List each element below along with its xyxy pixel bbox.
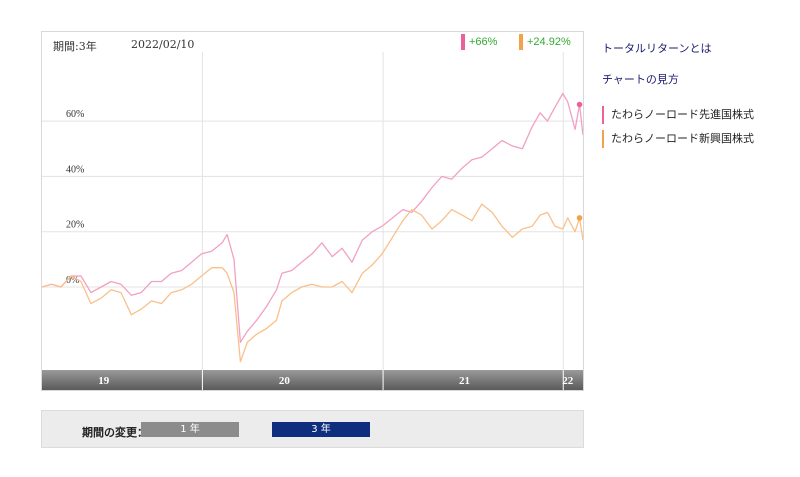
- legend-label: たわらノーロード新興国株式: [611, 132, 754, 145]
- period-3y-button[interactable]: 3 年: [272, 422, 370, 437]
- legend-item-emerging: たわらノーロード新興国株式: [602, 130, 792, 148]
- series-line: [42, 92, 583, 343]
- chart-period-label: 期間:3年: [53, 40, 97, 53]
- return-color-bar: [461, 34, 465, 50]
- x-tick-label: 19: [98, 375, 110, 387]
- x-axis-bar: [42, 370, 583, 390]
- y-tick-label: 0%: [66, 275, 79, 286]
- return-value: +66%: [469, 36, 498, 48]
- y-tick-label: 20%: [66, 220, 84, 231]
- chart-help-link[interactable]: チャートの見方: [602, 73, 679, 86]
- y-tick-label: 60%: [66, 109, 84, 120]
- x-tick-label: 22: [562, 375, 574, 387]
- chart-date: 2022/02/10: [131, 38, 195, 51]
- legend-label: たわらノーロード先進国株式: [611, 108, 754, 121]
- legend-swatch: [602, 106, 604, 124]
- sidebar: トータルリターンとは チャートの見方 たわらノーロード先進国株式 たわらノーロー…: [602, 40, 792, 154]
- x-tick-label: 21: [459, 375, 470, 387]
- return-value: +24.92%: [527, 36, 571, 48]
- return-badge-developed: +66%: [461, 34, 497, 50]
- series-end-marker: [576, 215, 583, 221]
- return-badge-emerging: +24.92%: [519, 34, 571, 50]
- period-selector: 期間の変更： 1 年 3 年: [41, 410, 584, 448]
- series-line: [42, 203, 583, 363]
- period-selector-label: 期間の変更：: [82, 426, 148, 439]
- series-end-marker: [576, 101, 583, 108]
- chart-panel: 0% 20% 40% 60% 19 20 21 22 期間:3年 2022/02/10 +66…: [41, 31, 584, 391]
- x-tick-label: 20: [279, 375, 291, 387]
- total-return-link[interactable]: トータルリターンとは: [602, 42, 712, 55]
- return-color-bar: [519, 34, 523, 50]
- legend-swatch: [602, 130, 604, 148]
- line-chart: 0% 20% 40% 60% 19 20 21 22: [42, 52, 583, 390]
- legend-item-developed: たわらノーロード先進国株式: [602, 106, 792, 124]
- period-1y-button[interactable]: 1 年: [141, 422, 239, 437]
- y-tick-label: 40%: [66, 164, 84, 175]
